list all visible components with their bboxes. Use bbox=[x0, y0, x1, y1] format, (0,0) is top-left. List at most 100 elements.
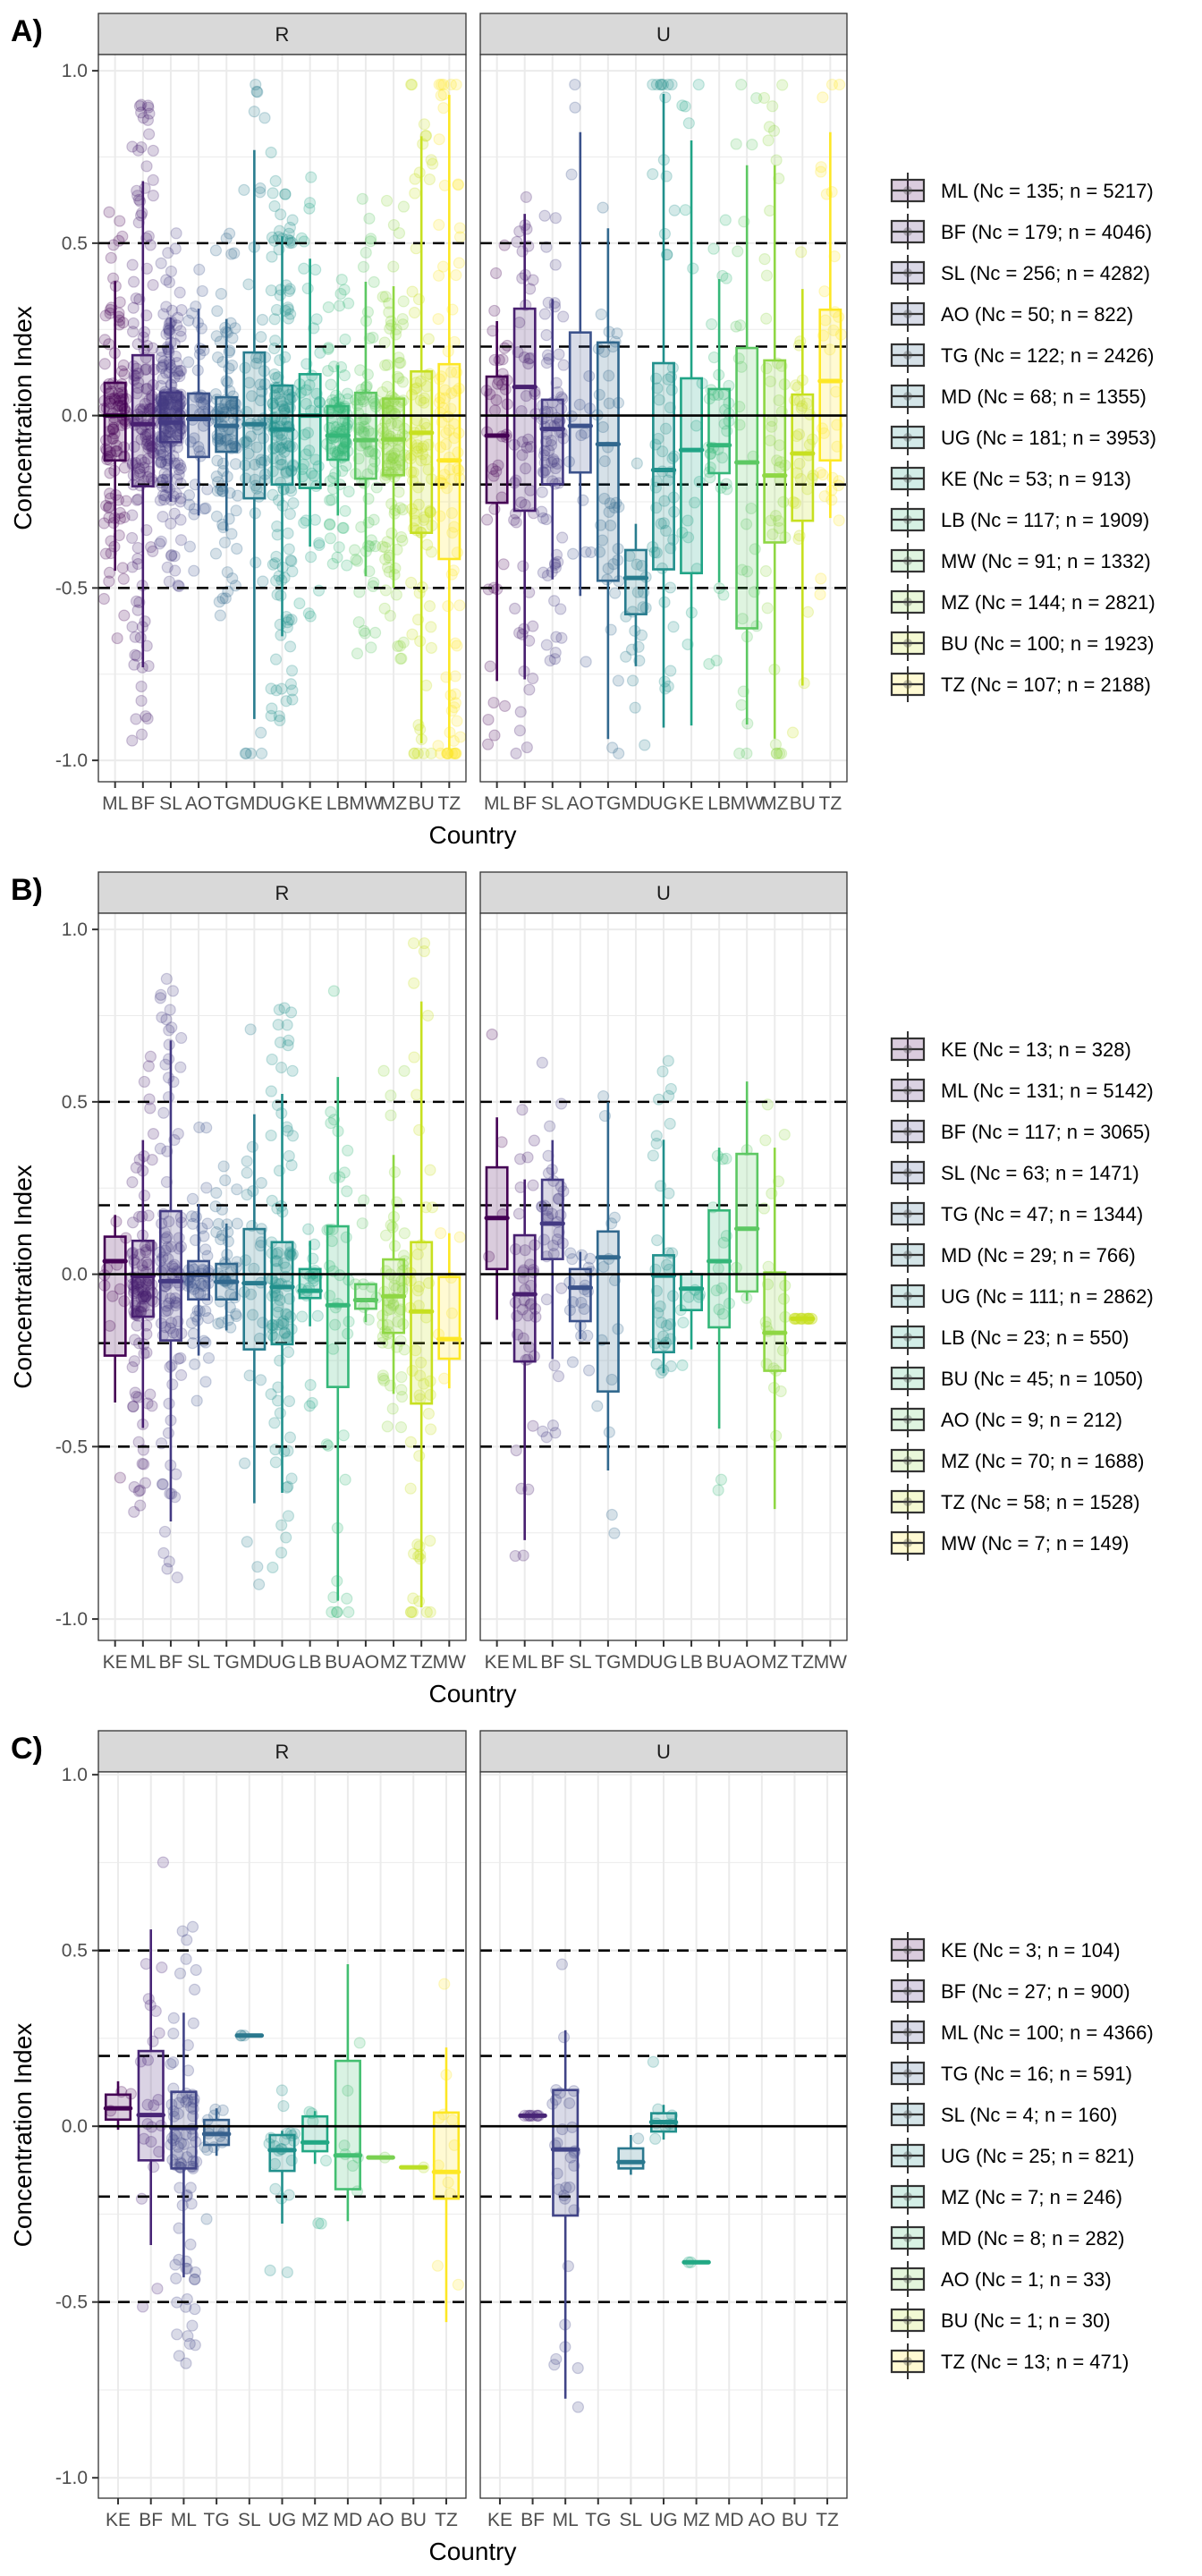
data-point bbox=[210, 330, 223, 343]
data-point bbox=[215, 287, 227, 301]
data-point bbox=[147, 342, 159, 354]
data-point bbox=[135, 680, 148, 693]
box bbox=[410, 369, 434, 534]
data-point bbox=[706, 318, 718, 331]
data-point bbox=[368, 397, 381, 410]
data-point bbox=[229, 322, 241, 335]
data-point bbox=[415, 454, 427, 467]
data-point bbox=[273, 710, 285, 723]
data-point bbox=[105, 547, 117, 560]
legend-key-point bbox=[903, 1168, 912, 1177]
data-point bbox=[437, 102, 450, 114]
data-point bbox=[161, 398, 174, 411]
y-tick-label: -0.5 bbox=[55, 578, 88, 598]
data-point bbox=[273, 387, 285, 400]
data-point bbox=[156, 360, 168, 373]
data-point bbox=[275, 453, 287, 466]
data-point bbox=[394, 356, 407, 369]
data-point bbox=[174, 1061, 187, 1073]
data-point bbox=[140, 428, 152, 441]
data-point bbox=[362, 425, 375, 437]
data-point bbox=[265, 146, 277, 159]
data-point bbox=[133, 100, 146, 113]
data-point bbox=[171, 2328, 183, 2341]
data-point bbox=[658, 227, 672, 241]
data-point bbox=[140, 383, 153, 395]
data-point bbox=[174, 459, 186, 471]
data-point bbox=[325, 1106, 337, 1118]
data-point bbox=[707, 351, 721, 364]
data-point bbox=[557, 359, 570, 371]
data-point bbox=[396, 504, 409, 516]
data-point bbox=[283, 614, 295, 626]
data-point bbox=[168, 507, 181, 520]
data-point bbox=[284, 221, 296, 234]
data-point bbox=[423, 600, 436, 613]
legend-label: BU (Nc = 100; n = 1923) bbox=[941, 632, 1154, 655]
legend-key-point bbox=[903, 1538, 912, 1547]
data-point bbox=[308, 470, 320, 482]
data-point bbox=[377, 1064, 390, 1077]
x-tick-label: KE bbox=[679, 793, 704, 814]
box bbox=[382, 397, 406, 477]
facet-r: R KE ML BF SL TG MD UG LB BU AO MZ TZ MW bbox=[97, 871, 467, 1673]
data-point bbox=[254, 186, 267, 199]
data-point bbox=[557, 2031, 571, 2044]
data-point bbox=[293, 597, 306, 610]
data-point bbox=[199, 1243, 212, 1256]
data-point bbox=[406, 1606, 419, 1618]
data-point bbox=[282, 1480, 294, 1493]
x-tick-label: ML bbox=[553, 2510, 579, 2530]
data-point bbox=[174, 492, 187, 504]
data-point bbox=[498, 342, 511, 354]
x-tick-label: SL bbox=[187, 1652, 210, 1673]
data-point bbox=[106, 423, 119, 436]
data-point bbox=[127, 301, 140, 314]
data-point bbox=[114, 215, 126, 227]
data-point bbox=[250, 78, 262, 91]
data-point bbox=[549, 647, 562, 659]
data-point bbox=[172, 311, 184, 324]
data-point bbox=[368, 455, 381, 468]
data-point bbox=[140, 710, 152, 723]
data-point bbox=[142, 101, 155, 114]
data-point bbox=[794, 335, 807, 348]
x-tick-label: UG bbox=[268, 2510, 297, 2530]
data-point bbox=[388, 1240, 402, 1252]
data-point bbox=[269, 1456, 282, 1469]
data-point bbox=[155, 455, 167, 469]
box bbox=[242, 1227, 267, 1351]
data-point bbox=[267, 452, 279, 465]
data-point bbox=[327, 360, 341, 373]
data-point bbox=[274, 714, 286, 727]
y-tick-label: 1.0 bbox=[62, 61, 88, 81]
x-axis-title: Country bbox=[428, 2538, 516, 2565]
data-point bbox=[157, 511, 169, 523]
data-point bbox=[286, 1064, 299, 1077]
data-point bbox=[137, 112, 149, 124]
data-point bbox=[437, 88, 450, 101]
data-point bbox=[663, 1187, 675, 1199]
data-point bbox=[275, 284, 287, 296]
x-tick-label: ML bbox=[171, 2510, 197, 2530]
data-point bbox=[107, 432, 120, 445]
data-point bbox=[659, 91, 672, 104]
data-point bbox=[274, 1354, 286, 1367]
panel-label: C) bbox=[11, 1732, 43, 1766]
data-point bbox=[398, 1227, 411, 1240]
data-point bbox=[368, 275, 380, 288]
legend-item: MZ (Nc = 144; n = 2821) bbox=[890, 584, 1155, 620]
box bbox=[103, 1235, 127, 1357]
legend-item: TG (Nc = 122; n = 2426) bbox=[890, 337, 1154, 373]
data-point bbox=[139, 182, 151, 194]
legend-item: MD (Nc = 29; n = 766) bbox=[890, 1237, 1136, 1273]
data-point bbox=[269, 371, 282, 385]
data-point bbox=[448, 701, 461, 714]
box bbox=[540, 1178, 564, 1260]
legend-key-point bbox=[903, 2151, 912, 2160]
data-point bbox=[239, 459, 251, 471]
data-point bbox=[312, 584, 326, 597]
x-tick-label: UG bbox=[649, 1652, 678, 1673]
data-point bbox=[163, 324, 175, 336]
legend-label: UG (Nc = 111; n = 2862) bbox=[941, 1285, 1154, 1308]
